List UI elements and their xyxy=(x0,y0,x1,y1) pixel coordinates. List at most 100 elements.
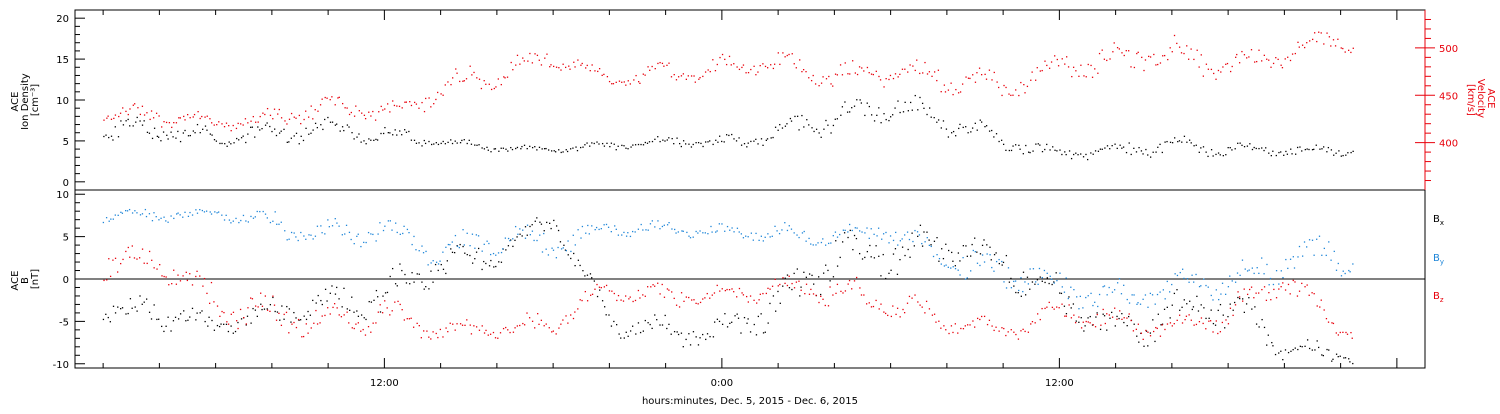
bz-point xyxy=(1094,326,1097,328)
bx-point xyxy=(237,321,239,324)
bx-point xyxy=(514,239,516,242)
bz-point xyxy=(659,293,661,295)
bz-point xyxy=(976,317,979,320)
density-point xyxy=(511,148,514,151)
by-point xyxy=(504,237,507,239)
by-point xyxy=(677,231,679,233)
density-point xyxy=(715,139,717,141)
bx-point xyxy=(864,256,866,259)
velocity-point xyxy=(1005,86,1007,89)
velocity-point xyxy=(1350,51,1352,54)
bz-point xyxy=(213,301,215,303)
density-point xyxy=(897,100,899,102)
bz-point xyxy=(950,325,953,327)
by-point xyxy=(834,231,837,233)
density-point xyxy=(572,147,574,149)
bx-point xyxy=(136,310,138,312)
bz-point xyxy=(917,301,919,303)
velocity-point xyxy=(685,78,688,80)
bx-point xyxy=(1266,344,1268,346)
velocity-point xyxy=(552,65,555,68)
bx-point xyxy=(421,281,423,283)
by-point xyxy=(408,231,410,234)
density-point xyxy=(777,129,779,131)
by-point xyxy=(338,225,340,227)
bx-point xyxy=(107,316,109,319)
by-point xyxy=(774,225,776,228)
bz-point xyxy=(1096,313,1098,316)
bz-point xyxy=(1046,306,1048,308)
bx-point xyxy=(481,268,483,271)
density-point xyxy=(991,129,993,132)
by-point xyxy=(406,228,409,231)
velocity-point xyxy=(235,127,238,130)
velocity-point xyxy=(103,119,105,121)
velocity-point xyxy=(1284,58,1286,60)
by-point xyxy=(413,235,415,238)
density-point xyxy=(408,130,410,133)
velocity-point xyxy=(546,53,548,55)
bz-point xyxy=(408,318,411,320)
density-point xyxy=(690,146,693,148)
bz-point xyxy=(1273,288,1275,291)
velocity-point xyxy=(213,124,215,126)
by-point xyxy=(1256,267,1258,269)
bx-point xyxy=(174,316,177,318)
density-point xyxy=(143,120,145,122)
density-point xyxy=(870,114,873,116)
by-point xyxy=(1076,296,1078,298)
bz-point xyxy=(945,329,947,331)
velocity-point xyxy=(1112,51,1114,53)
by-point xyxy=(666,224,669,226)
bz-point xyxy=(911,297,913,299)
bz-point xyxy=(112,259,114,261)
bz-point xyxy=(195,275,197,278)
bx-point xyxy=(405,282,408,284)
velocity-point xyxy=(878,75,880,78)
by-point xyxy=(892,239,895,242)
bx-point xyxy=(1015,291,1017,294)
velocity-point xyxy=(976,72,978,74)
bz-point xyxy=(1116,318,1118,320)
by-point xyxy=(674,228,676,231)
bx-point xyxy=(563,244,565,246)
bz-point xyxy=(232,311,235,313)
bz-point xyxy=(1287,283,1290,286)
density-point xyxy=(404,129,406,131)
density-point xyxy=(621,144,623,147)
density-point xyxy=(1313,148,1315,151)
bz-point xyxy=(153,267,155,269)
density-point xyxy=(844,101,846,103)
density-point xyxy=(324,118,326,121)
density-point xyxy=(654,138,656,140)
bz-point xyxy=(771,285,774,287)
by-point xyxy=(1024,281,1026,283)
bx-point xyxy=(811,274,813,277)
by-point xyxy=(972,249,974,252)
velocity-point xyxy=(937,69,940,71)
bx-point xyxy=(1145,330,1148,332)
density-point xyxy=(1272,150,1274,152)
bx-point xyxy=(161,325,163,328)
bz-point xyxy=(189,273,191,275)
b-axis-label: ACE B [nT] xyxy=(10,267,41,290)
bx-point xyxy=(1343,357,1345,359)
bz-point xyxy=(507,329,509,331)
density-point xyxy=(224,143,226,145)
by-point xyxy=(682,230,684,232)
velocity-point xyxy=(1041,69,1043,72)
velocity-point xyxy=(211,122,213,124)
by-point xyxy=(591,225,593,227)
velocity-point xyxy=(892,77,895,80)
bz-point xyxy=(840,290,842,293)
density-point xyxy=(806,119,808,121)
bx-point xyxy=(989,246,991,248)
velocity-point xyxy=(237,122,239,125)
bx-point xyxy=(589,273,592,275)
by-point xyxy=(866,227,868,229)
by-point xyxy=(110,218,112,220)
bx-point xyxy=(519,233,521,235)
velocity-point xyxy=(240,123,242,125)
velocity-point xyxy=(568,65,570,67)
bx-point xyxy=(356,310,358,312)
